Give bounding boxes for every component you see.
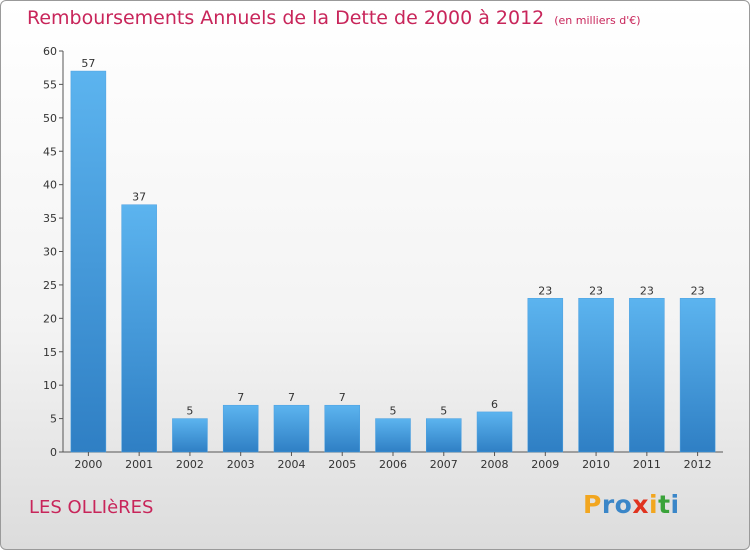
logo-letter: x (632, 490, 649, 519)
x-tick-label: 2009 (531, 458, 559, 471)
y-tick-label: 60 (43, 45, 57, 58)
chart-unit-text: (en milliers d'€) (554, 14, 641, 27)
x-tick-label: 2012 (684, 458, 712, 471)
bar (578, 298, 614, 453)
bar-value-label: 7 (339, 391, 346, 404)
commune-name: LES OLLIèRES (29, 497, 154, 518)
y-tick-label: 5 (50, 413, 57, 426)
y-tick-label: 0 (50, 446, 57, 459)
x-tick-label: 2010 (582, 458, 610, 471)
x-tick-label: 2000 (74, 458, 102, 471)
bar (172, 418, 208, 453)
bar-value-label: 23 (538, 284, 552, 297)
x-tick-label: 2008 (481, 458, 509, 471)
bar (222, 404, 259, 453)
logo-letter: r (601, 490, 615, 519)
y-tick-label: 25 (43, 279, 57, 292)
x-tick-label: 2002 (176, 458, 204, 471)
logo-letter: i (649, 490, 659, 519)
bar-value-label: 23 (640, 284, 654, 297)
logo-letter: P (583, 490, 602, 519)
y-tick-label: 15 (43, 346, 57, 359)
y-tick-label: 50 (43, 112, 57, 125)
x-tick-label: 2006 (379, 458, 407, 471)
x-tick-label: 2011 (633, 458, 661, 471)
y-tick-label: 45 (43, 145, 57, 158)
bar (273, 404, 310, 453)
bar-value-label: 6 (491, 398, 498, 411)
x-tick-label: 2003 (227, 458, 255, 471)
bar (527, 298, 564, 453)
x-tick-label: 2005 (328, 458, 356, 471)
y-tick-label: 20 (43, 312, 57, 325)
bar-value-label: 7 (237, 391, 244, 404)
bar-value-label: 57 (81, 57, 95, 70)
bar-value-label: 7 (288, 391, 295, 404)
bar-value-label: 23 (589, 284, 603, 297)
bar-value-label: 5 (390, 405, 397, 418)
bar-value-label: 23 (691, 284, 705, 297)
bar (426, 418, 462, 453)
bar (629, 298, 665, 453)
logo-letter: t (658, 490, 671, 519)
y-tick-label: 40 (43, 179, 57, 192)
y-tick-label: 55 (43, 78, 57, 91)
bar (679, 298, 716, 453)
bar-value-label: 5 (440, 405, 447, 418)
bar (121, 204, 157, 453)
logo-letter: i (670, 490, 680, 519)
y-tick-label: 30 (43, 246, 57, 259)
x-tick-label: 2004 (277, 458, 305, 471)
x-tick-label: 2001 (125, 458, 153, 471)
x-tick-label: 2007 (430, 458, 458, 471)
logo-letter: o (614, 490, 633, 519)
chart-title-text: Remboursements Annuels de la Dette de 20… (27, 7, 545, 29)
y-tick-label: 10 (43, 379, 57, 392)
chart-title: Remboursements Annuels de la Dette de 20… (27, 7, 641, 29)
bar (70, 70, 107, 453)
bar (476, 411, 513, 453)
proxiti-logo: Proxiti (583, 490, 680, 519)
y-tick-label: 35 (43, 212, 57, 225)
bar (324, 404, 360, 453)
bar-value-label: 5 (186, 405, 193, 418)
bar-value-label: 37 (132, 191, 146, 204)
bar (375, 418, 411, 453)
